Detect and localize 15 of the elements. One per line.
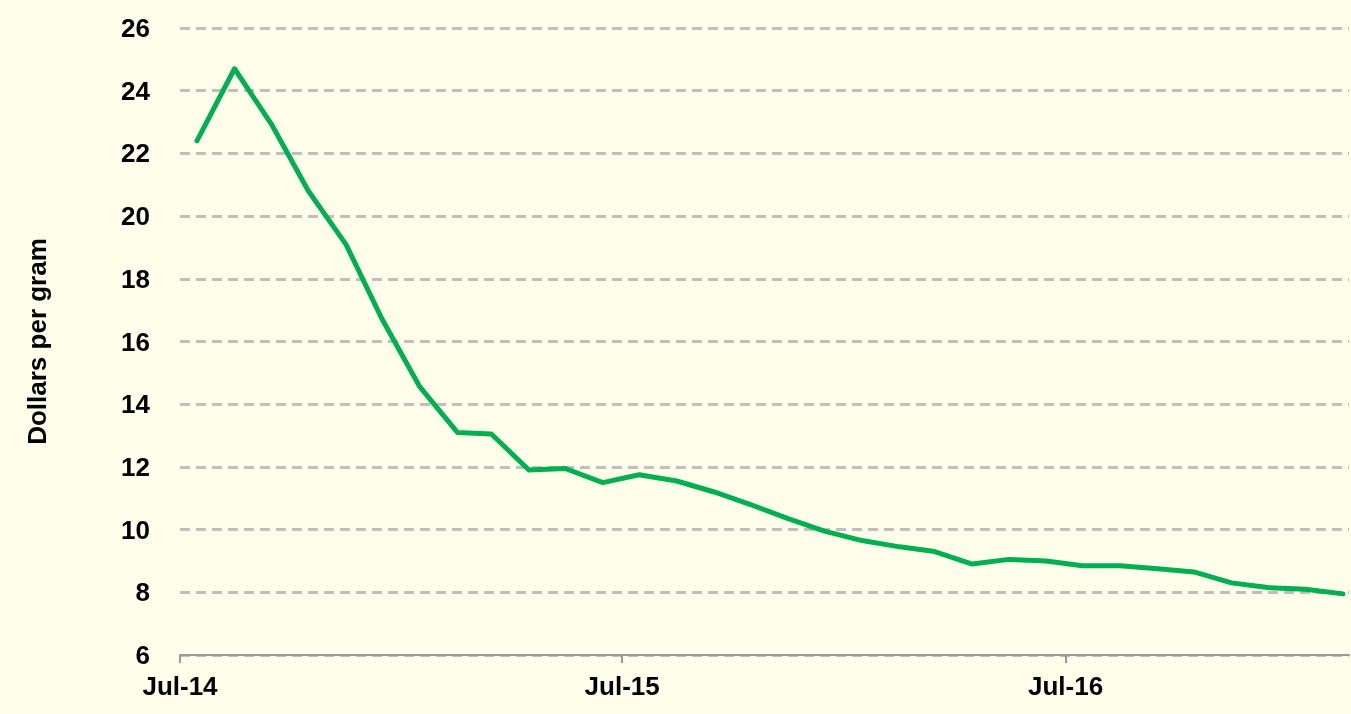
x-tick-label: Jul-14 xyxy=(142,671,219,701)
x-tick-label: Jul-15 xyxy=(584,671,660,701)
y-tick-label: 16 xyxy=(121,326,150,357)
y-tick-label: 26 xyxy=(121,13,150,43)
x-tick-label: Jul-16 xyxy=(1027,671,1104,701)
y-tick-label: 14 xyxy=(121,389,151,420)
y-tick-label: 24 xyxy=(121,75,151,106)
y-axis-title: Dollars per gram xyxy=(22,238,52,445)
y-tick-label: 22 xyxy=(121,138,150,169)
y-tick-label: 10 xyxy=(121,514,150,545)
y-tick-label: 6 xyxy=(135,640,150,670)
y-tick-label: 8 xyxy=(135,577,150,608)
y-tick-label: 20 xyxy=(121,201,150,232)
y-tick-label: 12 xyxy=(121,451,150,482)
y-tick-label: 18 xyxy=(121,263,150,294)
